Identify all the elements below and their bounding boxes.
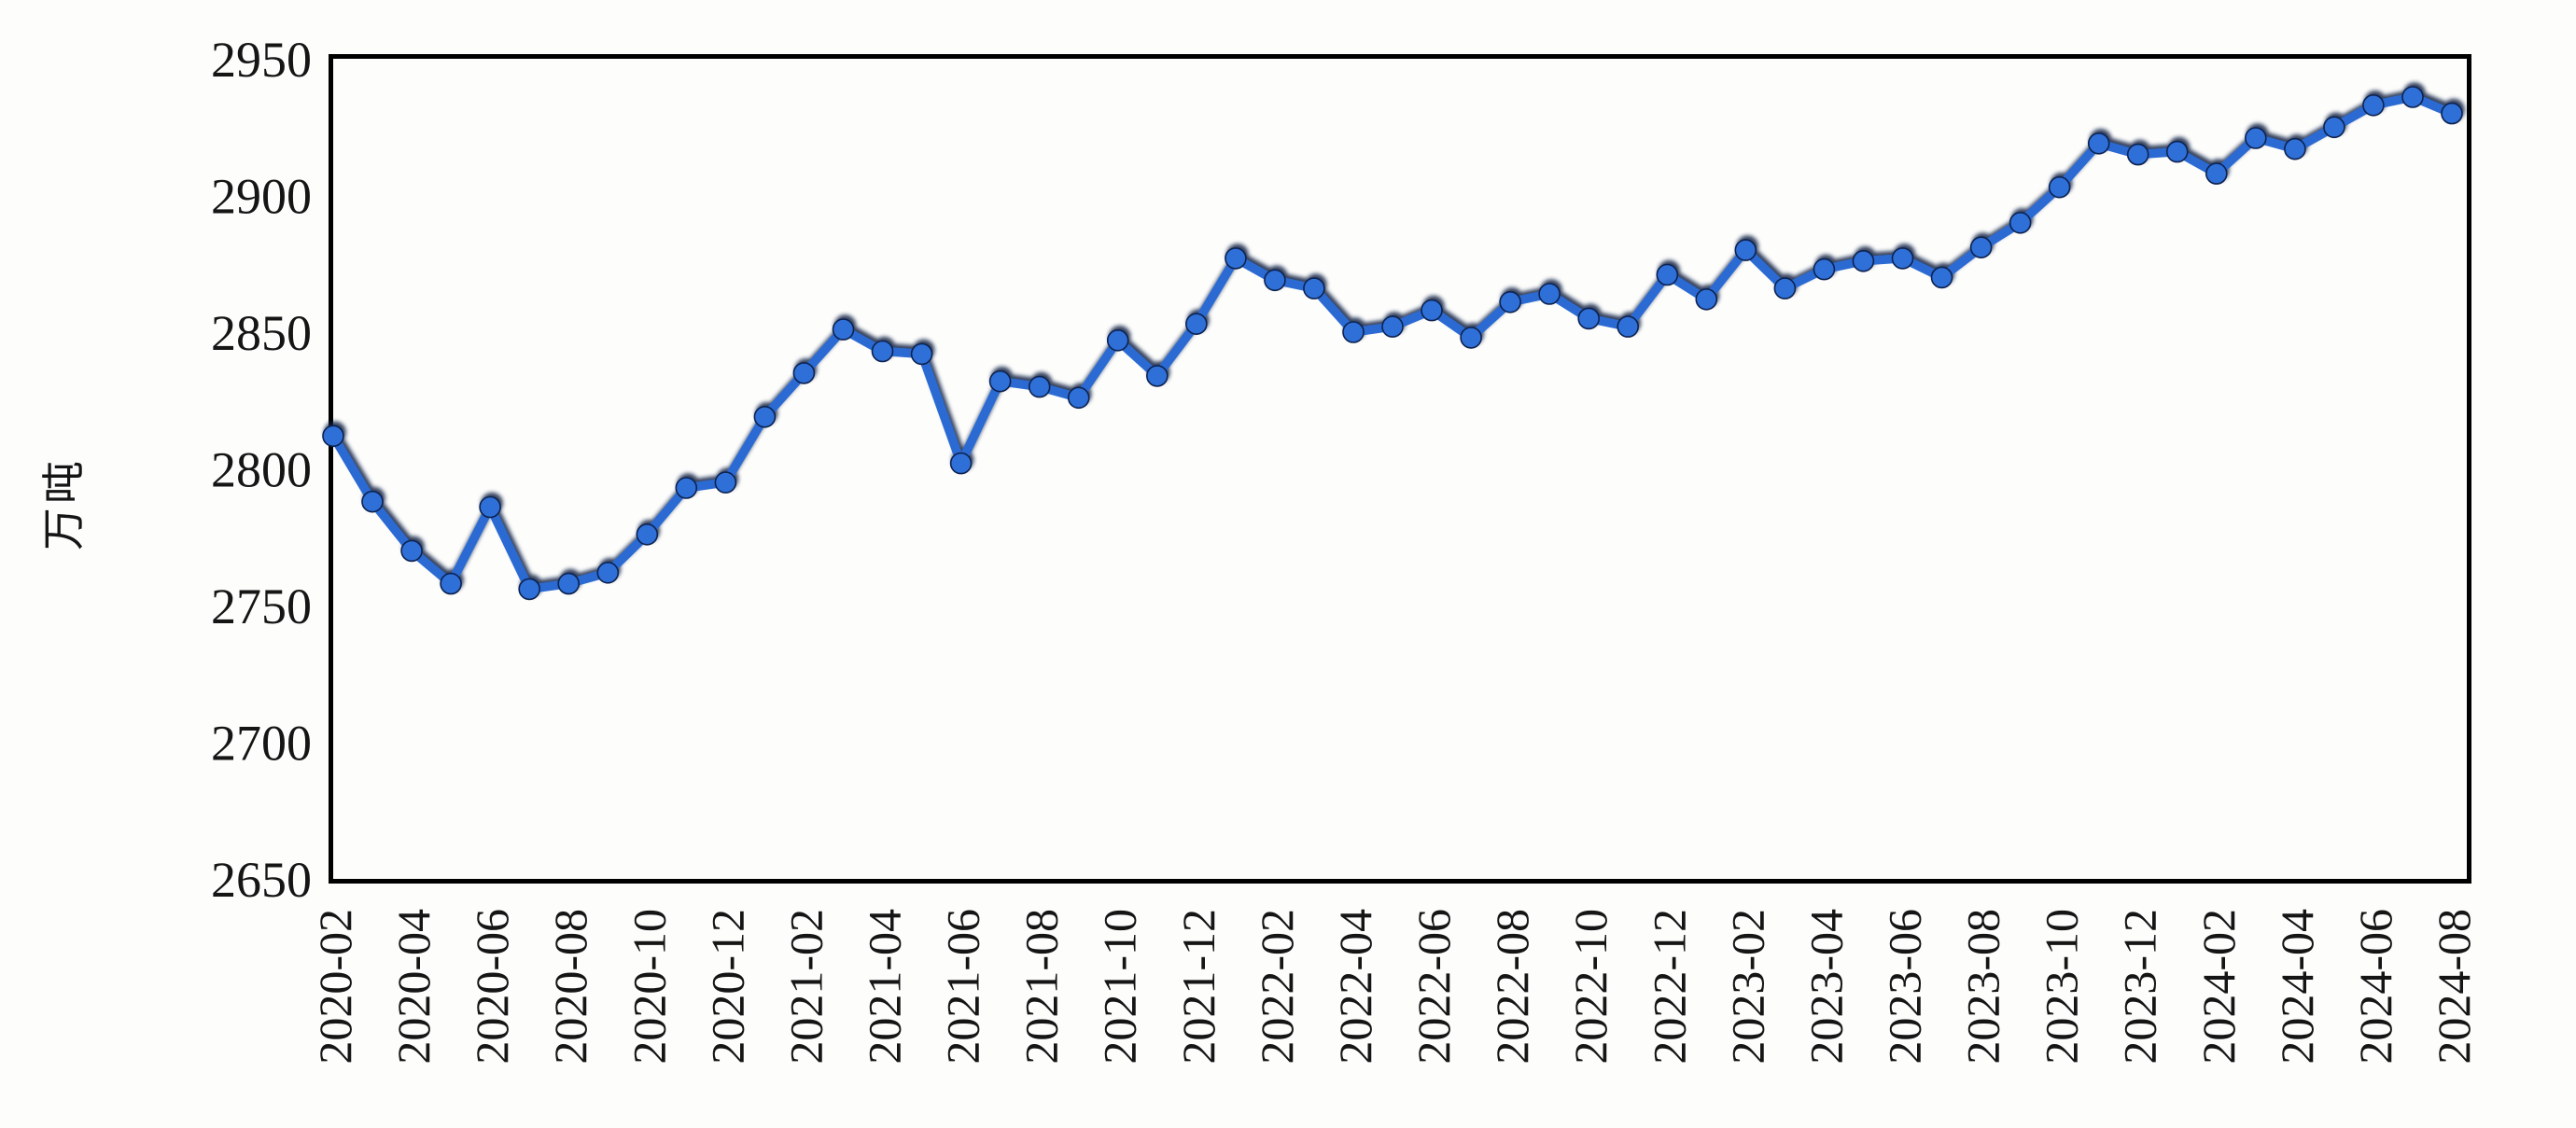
data-point [440,572,462,595]
data-point [2401,86,2424,108]
data-point [596,561,620,584]
data-point [1617,315,1639,338]
data-point [1577,307,1600,330]
data-point [2126,143,2149,166]
data-point [2245,127,2267,149]
trend-line [329,92,2457,594]
x-tick-label: 2024-02 [2192,909,2245,1065]
y-tick-label: 2850 [211,305,312,361]
data-point [1538,283,1561,305]
x-tick-label: 2022-06 [1407,909,1460,1065]
x-tick-label: 2023-10 [2036,909,2088,1065]
data-point [753,405,777,428]
data-point [1773,277,1797,299]
data-point [2323,116,2345,139]
x-tick-label: 2024-04 [2271,909,2323,1065]
plot-border [329,54,2471,884]
data-point [988,369,1012,393]
data-point [2087,132,2110,155]
data-point [1185,313,1208,336]
x-tick-label: 2024-06 [2349,909,2401,1065]
data-point [1342,321,1365,343]
x-tick-label: 2021-06 [937,909,989,1065]
y-tick-label: 2900 [211,169,312,225]
x-tick-label: 2021-04 [859,909,911,1065]
data-point [2048,175,2071,199]
x-tick-label: 2021-12 [1172,909,1225,1065]
data-point [2284,137,2306,160]
data-point [1734,239,1757,261]
x-tick-label: 2022-10 [1564,909,1617,1065]
x-tick-label: 2020-12 [701,909,753,1065]
data-point [1499,290,1521,313]
x-tick-label: 2021-02 [779,909,832,1065]
data-point [400,539,423,563]
data-point [636,522,659,546]
data-point [1146,365,1169,387]
y-tick-label: 2750 [211,578,312,634]
data-point [557,572,581,595]
x-tick-label: 2023-12 [2114,909,2166,1065]
y-tick-label: 2700 [211,716,312,772]
data-point [871,340,894,363]
x-tick-label: 2023-04 [1799,909,1852,1065]
data-point [518,578,541,601]
data-point [1656,263,1679,286]
data-point [1852,249,1875,272]
data-point [832,318,855,341]
data-point [1225,247,1247,270]
data-point [361,490,384,513]
x-tick-label: 2020-10 [623,909,675,1065]
y-axis-title: 万吨 [40,457,88,550]
data-point [2205,162,2228,185]
data-point [1695,287,1718,311]
data-point [714,471,737,494]
data-point [2009,212,2032,234]
data-point [1813,258,1836,281]
data-point [1421,299,1443,322]
data-point [322,425,344,448]
data-point [792,362,816,384]
x-tick-label: 2021-10 [1094,909,1146,1065]
data-point [1067,386,1090,410]
x-tick-label: 2023-02 [1721,909,1773,1065]
x-tick-label: 2023-08 [1957,909,2009,1065]
x-tick-label: 2021-08 [1015,909,1068,1065]
x-tick-label: 2020-06 [466,909,518,1065]
x-tick-label: 2020-04 [387,909,440,1065]
data-point [2362,94,2385,117]
x-tick-label: 2020-08 [544,909,596,1065]
y-tick-label: 2950 [211,32,312,88]
data-point [949,452,973,475]
data-point [1381,315,1404,338]
x-tick-label: 2020-02 [309,909,361,1065]
data-point [1930,266,1953,289]
data-point [1969,236,1993,259]
trend-line-group [322,86,2463,601]
x-tick-label: 2022-12 [1643,909,1695,1065]
x-tick-label: 2022-02 [1251,909,1303,1065]
x-tick-label: 2023-06 [1878,909,1930,1065]
data-point [1303,277,1325,299]
data-point [1264,269,1286,292]
data-point [1460,327,1482,349]
data-point [1106,328,1129,352]
x-tick-label: 2022-08 [1486,909,1538,1065]
x-tick-label: 2022-04 [1329,909,1381,1065]
data-point [479,495,501,519]
x-tick-label: 2024-08 [2428,909,2480,1065]
data-point [1891,247,1914,270]
data-point [1028,375,1051,398]
data-point [2165,140,2189,163]
data-point [675,477,698,499]
data-point [910,342,933,366]
y-tick-label: 2650 [211,852,312,908]
data-point [2441,102,2463,125]
y-tick-label: 2800 [211,442,312,498]
